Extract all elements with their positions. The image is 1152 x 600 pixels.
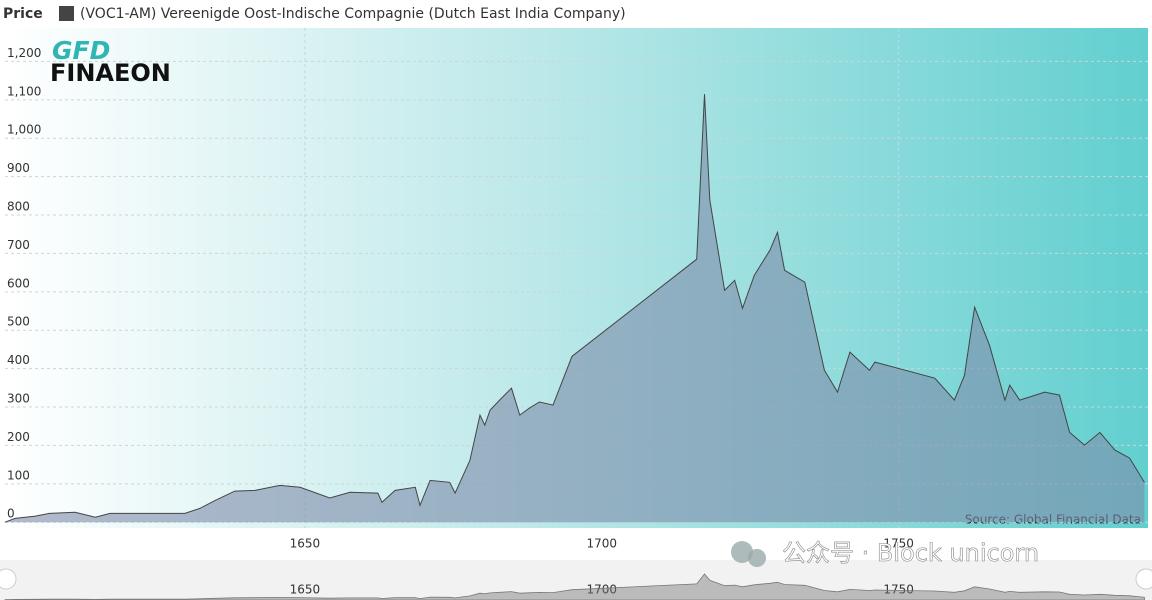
logo-top: GFD <box>52 36 110 65</box>
y-tick-label: 700 <box>7 238 30 252</box>
watermark: 公众号 · Block unicorn <box>731 539 1039 567</box>
x-tick-label: 1750 <box>883 537 914 551</box>
y-tick-label: 900 <box>7 161 30 175</box>
legend-label[interactable]: (VOC1-AM) Vereenigde Oost-Indische Compa… <box>80 6 626 22</box>
navigator-handle[interactable] <box>0 568 17 590</box>
x-tick-label: 1650 <box>290 537 321 551</box>
navigator-area <box>4 573 1145 600</box>
navigator-tick-label: 1750 <box>883 583 914 597</box>
y-tick-label: 0 <box>7 507 15 521</box>
x-tick-label: 1700 <box>586 537 617 551</box>
y-tick-label: 1,200 <box>7 46 41 60</box>
y-tick-label: 100 <box>7 468 30 482</box>
watermark-text: 公众号 · Block unicorn <box>782 539 1039 567</box>
legend-swatch[interactable] <box>59 6 74 21</box>
y-tick-label: 500 <box>7 315 30 329</box>
logo-bottom: FINAEON <box>50 59 171 87</box>
navigator[interactable] <box>0 560 1152 600</box>
axis-label: Price <box>3 6 43 22</box>
y-tick-label: 1,000 <box>7 123 41 137</box>
y-tick-label: 600 <box>7 276 30 290</box>
y-tick-label: 300 <box>7 392 30 406</box>
y-tick-label: 1,100 <box>7 84 41 98</box>
navigator-tick-label: 1650 <box>290 583 321 597</box>
y-tick-label: 200 <box>7 430 30 444</box>
navigator-handle[interactable] <box>1135 568 1152 590</box>
area <box>5 94 1145 523</box>
y-tick-label: 800 <box>7 200 30 214</box>
line <box>4 94 1145 523</box>
navigator-tick-label: 1700 <box>586 583 617 597</box>
y-tick-label: 400 <box>7 353 30 367</box>
